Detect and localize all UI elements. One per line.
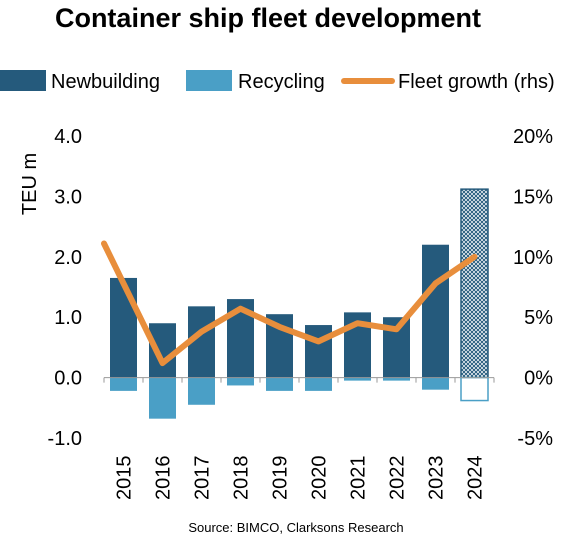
y2-tick-label: 5%: [524, 307, 553, 329]
fleet-growth-point: [433, 280, 438, 286]
bar-recycling: [149, 377, 176, 419]
bar-newbuilding: [460, 188, 489, 379]
x-tick-label: 2024: [465, 456, 487, 501]
bar-newbuilding: [110, 277, 137, 378]
y-tick-label: 4.0: [54, 126, 82, 148]
x-tick-label: 2018: [231, 456, 253, 501]
bar-newbuilding: [305, 325, 332, 378]
y2-tick-label: 20%: [513, 126, 553, 148]
source-note: Source: BIMCO, Clarksons Research: [188, 520, 403, 535]
bar-recycling: [383, 377, 410, 381]
legend-swatch-newbuilding: [0, 70, 46, 91]
legend: Newbuilding Recycling Fleet growth (rhs): [0, 70, 555, 93]
plot-area: 4.0 3.0 2.0 1.0 0.0 -1.0 20% 15% 10% 5% 0% -5% 2015 2…: [48, 126, 554, 500]
legend-swatch-recycling: [186, 70, 232, 91]
y2-tick-label: 10%: [513, 247, 553, 269]
y-tick-label: -1.0: [48, 428, 82, 450]
y2-tick-label: 15%: [513, 186, 553, 208]
x-tick-label: 2023: [426, 456, 448, 501]
x-tick-label: 2022: [387, 456, 409, 501]
fleet-growth-point: [238, 306, 243, 312]
y-tick-label: 0.0: [54, 368, 82, 390]
fleet-growth-point: [394, 326, 399, 332]
fleet-growth-point: [472, 254, 477, 260]
x-tick-label: 2016: [153, 456, 175, 501]
bar-recycling: [305, 377, 332, 391]
y-tick-label: 3.0: [54, 186, 82, 208]
y2-tick-label: -5%: [517, 428, 553, 450]
y-tick-label: 2.0: [54, 247, 82, 269]
fleet-growth-point: [277, 324, 282, 330]
bar-recycling: [460, 376, 489, 402]
x-tick-label: 2015: [114, 456, 136, 501]
chart-title: Container ship fleet development: [55, 3, 481, 33]
bar-newbuilding: [422, 244, 449, 378]
x-tick-label: 2017: [192, 456, 214, 501]
bar-recycling: [110, 377, 137, 391]
fleet-growth-point: [316, 338, 321, 344]
bar-recycling: [227, 377, 254, 386]
y-tick-label: 1.0: [54, 307, 82, 329]
fleet-growth-point: [121, 280, 126, 286]
legend-label-recycling: Recycling: [238, 71, 325, 93]
x-tick-label: 2021: [348, 456, 370, 501]
fleet-growth-point: [355, 320, 360, 326]
bar-recycling: [266, 377, 293, 391]
x-tick-label: 2020: [309, 456, 331, 501]
legend-label-newbuilding: Newbuilding: [51, 71, 160, 93]
bar-recycling: [422, 377, 449, 390]
y-axis-label: TEU m: [19, 153, 41, 215]
y2-tick-label: 0%: [524, 368, 553, 390]
fleet-growth-point: [160, 360, 165, 366]
bar-recycling: [188, 377, 215, 405]
x-tick-label: 2019: [270, 456, 292, 501]
bar-recycling: [344, 377, 371, 381]
legend-label-fleet-growth: Fleet growth (rhs): [398, 71, 555, 93]
fleet-growth-point: [199, 329, 204, 335]
